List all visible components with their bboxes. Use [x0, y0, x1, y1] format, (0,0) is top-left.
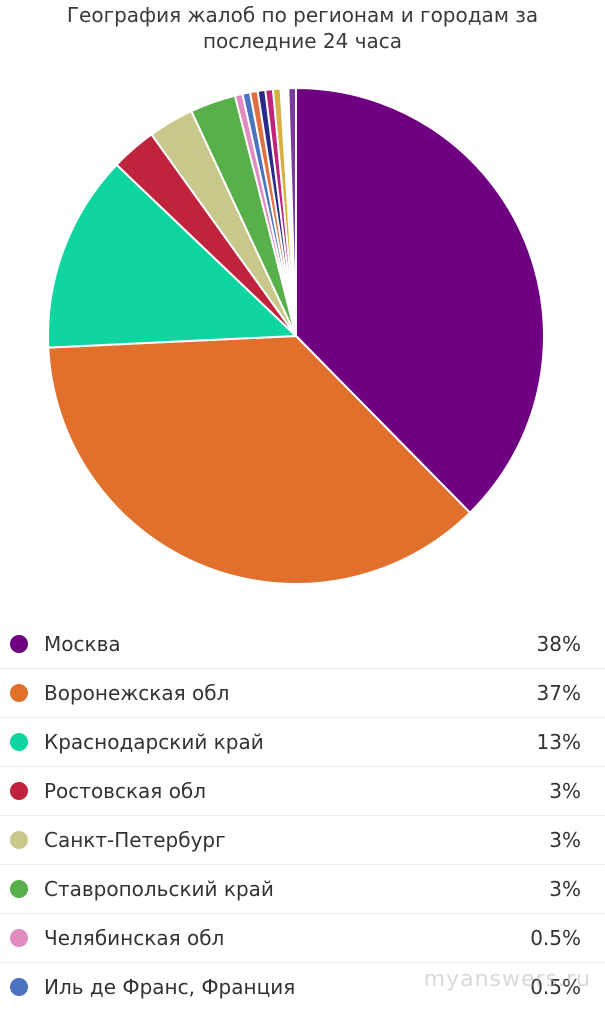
legend-color-dot — [10, 929, 28, 947]
legend-item: Иль де Франс, Франция 0.5% — [0, 963, 605, 1011]
legend-value: 3% — [549, 828, 581, 852]
legend-value: 37% — [536, 681, 581, 705]
pie-chart — [47, 87, 545, 585]
legend-item: Ставропольский край 3% — [0, 865, 605, 914]
legend-color-dot — [10, 880, 28, 898]
legend-label: Краснодарский край — [44, 730, 264, 754]
legend-label: Ростовская обл — [44, 779, 207, 803]
legend-item: Воронежская обл 37% — [0, 669, 605, 718]
legend-label: Иль де Франс, Франция — [44, 975, 296, 999]
legend-item: Краснодарский край 13% — [0, 718, 605, 767]
legend-value: 0.5% — [530, 975, 581, 999]
legend-color-dot — [10, 782, 28, 800]
legend-color-dot — [10, 684, 28, 702]
pie-slice-1 — [47, 335, 471, 585]
watermark: myanswers.ru — [423, 967, 591, 992]
legend-value: 38% — [536, 632, 581, 656]
legend-color-dot — [10, 733, 28, 751]
legend-value: 3% — [549, 779, 581, 803]
legend-value: 3% — [549, 877, 581, 901]
chart-title-line-2: последние 24 часа — [202, 29, 403, 53]
legend: Москва 38% Воронежская обл 37% Краснодарский… — [0, 620, 605, 1011]
legend-item: Челябинская обл 0.5% — [0, 914, 605, 963]
legend-label: Воронежская обл — [44, 681, 230, 705]
legend-item: Ростовская обл 3% — [0, 767, 605, 816]
legend-item: Москва 38% — [0, 620, 605, 669]
chart-title-line-1: География жалоб по регионам и городам за — [66, 3, 539, 27]
pie-slice-13 — [287, 87, 297, 337]
legend-value: 13% — [536, 730, 581, 754]
legend-label: Москва — [44, 632, 121, 656]
chart-title: География жалоб по регионам и городам за… — [0, 2, 605, 54]
legend-label: Санкт-Петербург — [44, 828, 226, 852]
legend-color-dot — [10, 978, 28, 996]
legend-color-dot — [10, 831, 28, 849]
pie-slice-2 — [47, 163, 297, 349]
legend-label: Ставропольский край — [44, 877, 274, 901]
pie-slices — [47, 87, 545, 585]
pie-slice-0 — [295, 87, 545, 514]
legend-label: Челябинская обл — [44, 926, 225, 950]
legend-value: 0.5% — [530, 926, 581, 950]
legend-item: Санкт-Петербург 3% — [0, 816, 605, 865]
legend-color-dot — [10, 635, 28, 653]
